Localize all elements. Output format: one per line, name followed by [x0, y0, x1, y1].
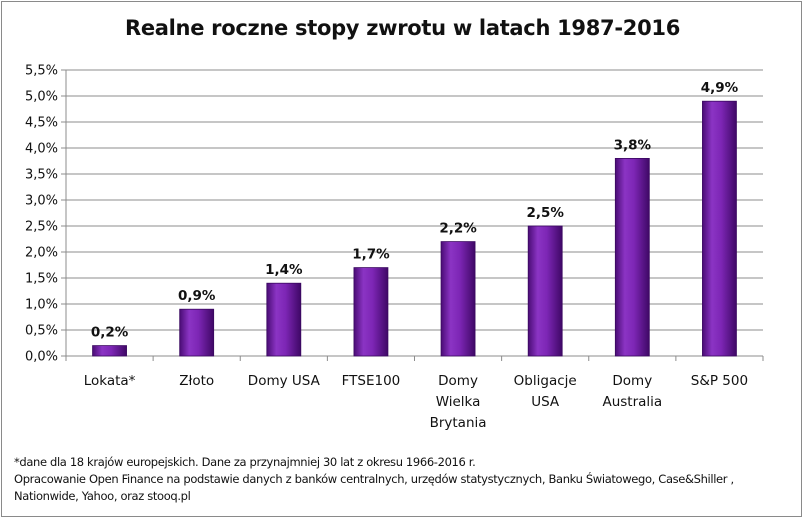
- x-category-label: Brytania: [430, 415, 487, 431]
- y-tick-label: 0,5%: [25, 324, 58, 339]
- x-category-label: Wielka: [436, 394, 481, 410]
- x-category-label: Domy: [438, 373, 478, 389]
- x-category-label: Domy USA: [248, 373, 321, 389]
- y-tick-label: 5,0%: [25, 90, 58, 105]
- x-category-label: USA: [531, 394, 560, 410]
- data-label: 2,5%: [526, 205, 564, 221]
- y-tick-label: 3,0%: [25, 194, 58, 209]
- bar: [440, 241, 476, 357]
- bar: [527, 225, 563, 357]
- y-tick-label: 0,0%: [25, 350, 58, 365]
- y-tick-label: 2,5%: [25, 220, 58, 235]
- bar-chart: 0,0% 0,5% 1,0% 1,5% 2,0% 2,5% 3,0% 3,5% 4,0% 4,5%…: [25, 64, 764, 431]
- x-category-label: Złoto: [179, 373, 214, 389]
- y-tick-label: 4,5%: [25, 116, 58, 131]
- data-label: 2,2%: [439, 221, 477, 237]
- y-tick-label: 1,0%: [25, 298, 58, 313]
- footnote-source-continued: Nationwide, Yahoo, oraz stooq.pl: [14, 489, 191, 503]
- y-tick-label: 4,0%: [25, 142, 58, 157]
- y-tick-label: 3,5%: [25, 168, 58, 183]
- bar: [92, 345, 127, 357]
- x-category-label: Lokata*: [84, 373, 136, 389]
- x-category-label: Obligacje: [514, 373, 577, 389]
- bar: [702, 100, 737, 357]
- data-label: 4,9%: [701, 80, 739, 96]
- footnote-source: Opracowanie Open Finance na podstawie da…: [14, 472, 734, 486]
- chart-title: Realne roczne stopy zwrotu w latach 1987…: [124, 16, 681, 40]
- x-category-label: FTSE100: [342, 373, 401, 389]
- data-label: 1,4%: [265, 262, 303, 278]
- data-label: 1,7%: [352, 247, 390, 263]
- x-category-label: Australia: [602, 394, 662, 410]
- footnote-data-scope: *dane dla 18 krajów europejskich. Dane z…: [14, 455, 476, 469]
- data-label: 3,8%: [614, 137, 652, 153]
- x-category-label: S&P 500: [691, 373, 748, 389]
- bar: [266, 282, 302, 357]
- x-category-label: Domy: [612, 373, 652, 389]
- data-label: 0,2%: [91, 325, 129, 341]
- bar: [353, 267, 389, 357]
- data-label: 0,9%: [178, 288, 216, 304]
- y-tick-label: 5,5%: [25, 64, 58, 79]
- bar: [614, 157, 650, 357]
- y-tick-label: 1,5%: [25, 272, 58, 287]
- y-tick-label: 2,0%: [25, 246, 58, 261]
- bar: [179, 308, 215, 357]
